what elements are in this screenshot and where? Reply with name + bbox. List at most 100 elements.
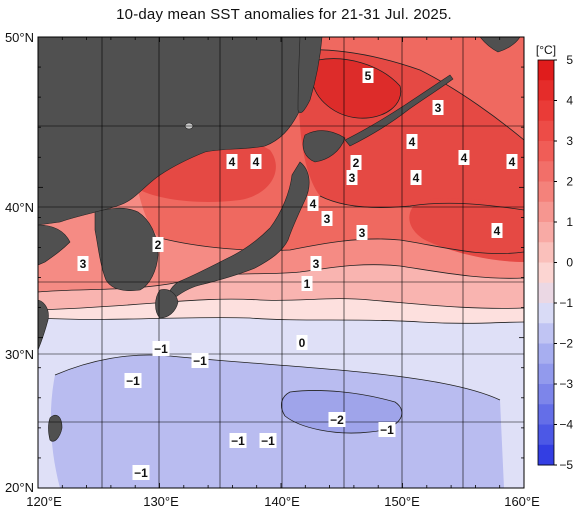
contour-value-label: 0 xyxy=(296,335,308,350)
svg-text:3: 3 xyxy=(349,171,356,185)
svg-text:4: 4 xyxy=(461,151,468,165)
contour-value-label: 4 xyxy=(307,196,319,211)
svg-text:4: 4 xyxy=(509,155,516,169)
contour-value-label: 3 xyxy=(432,100,444,115)
colorbar-segment-blend xyxy=(538,323,554,344)
contour-value-label: 5 xyxy=(362,68,374,83)
contour-value-label: −1 xyxy=(229,433,247,448)
colorbar-segment-blend xyxy=(538,201,554,223)
contour-value-label: −1 xyxy=(259,433,277,448)
contour-value-label: −2 xyxy=(328,412,346,427)
land-sakhalin xyxy=(297,37,323,113)
colorbar-tick-labels: 5 4 3 2 1 0 −1 −2 −3 −4 −5 xyxy=(554,53,573,472)
contour-value-label: 1 xyxy=(301,276,313,291)
colorbar-bar xyxy=(538,60,554,466)
svg-text:3: 3 xyxy=(313,257,320,271)
lat-label-40: 40°N xyxy=(5,200,34,215)
contour-value-label: 4 xyxy=(410,170,422,185)
graticule xyxy=(38,37,524,488)
svg-text:−2: −2 xyxy=(330,413,344,427)
land-masses xyxy=(38,37,521,442)
map-title: 10-day mean SST anomalies for 21-31 Jul.… xyxy=(116,6,452,23)
contour-value-label: 3 xyxy=(321,211,333,226)
colorbar-segment-blend xyxy=(538,444,554,466)
lat-label-50: 50°N xyxy=(5,30,34,45)
colorbar-segment-blend xyxy=(538,363,554,385)
colorbar-segment-blend xyxy=(538,80,554,101)
svg-text:4: 4 xyxy=(310,197,317,211)
contour-value-label: 3 xyxy=(346,170,358,185)
colorbar-tick-label: −3 xyxy=(559,377,573,391)
svg-text:4: 4 xyxy=(409,135,416,149)
colorbar-segment-blend xyxy=(538,120,554,142)
colorbar-tick-label: 3 xyxy=(566,134,573,148)
colorbar-tick-label: 0 xyxy=(566,256,573,270)
latitude-labels: 50°N 40°N 30°N 20°N xyxy=(5,30,34,495)
frame-ticks xyxy=(37,36,525,489)
colorbar-segment-blend xyxy=(538,161,554,182)
lon-label-120: 120°E xyxy=(26,494,62,509)
svg-text:4: 4 xyxy=(253,155,260,169)
colorbar-tick-label: 4 xyxy=(566,94,573,108)
svg-text:1: 1 xyxy=(304,277,311,291)
contour-value-label: 4 xyxy=(226,154,238,169)
lat-label-20: 20°N xyxy=(5,480,34,495)
svg-text:−1: −1 xyxy=(231,434,245,448)
land-honshu xyxy=(168,161,310,301)
contour-value-label: 3 xyxy=(310,256,322,271)
contour-value-label: −1 xyxy=(152,341,170,356)
svg-text:0: 0 xyxy=(299,336,306,350)
contour-value-label: −1 xyxy=(124,373,142,388)
contour-value-label: 4 xyxy=(406,134,418,149)
land-kyushu xyxy=(155,289,179,319)
contour-value-label: −1 xyxy=(132,465,150,480)
svg-text:3: 3 xyxy=(324,212,331,226)
anomaly-band-neg2 xyxy=(50,354,504,488)
colorbar-tick-label: 1 xyxy=(566,215,573,229)
svg-text:−1: −1 xyxy=(126,374,140,388)
colorbar-tick-label: −1 xyxy=(559,296,573,310)
contour-value-label: 3 xyxy=(77,256,89,271)
contour-value-label: 4 xyxy=(506,154,518,169)
contour-value-label: 2 xyxy=(152,237,164,252)
svg-text:4: 4 xyxy=(413,171,420,185)
svg-text:4: 4 xyxy=(229,155,236,169)
longitude-labels: 120°E 130°E 140°E 150°E 160°E xyxy=(26,494,540,509)
svg-text:2: 2 xyxy=(155,238,162,252)
colorbar-tick-label: 2 xyxy=(566,175,573,189)
colorbar: [°C] 5 4 3 2 1 0 −1 −2 −3 −4 −5 xyxy=(536,43,573,472)
land-china-coast xyxy=(38,224,71,351)
colorbar-tick-label: −5 xyxy=(559,458,573,472)
svg-text:−1: −1 xyxy=(261,434,275,448)
svg-text:−1: −1 xyxy=(380,423,394,437)
contour-value-label: −1 xyxy=(378,422,396,437)
svg-text:3: 3 xyxy=(80,257,87,271)
lon-label-140: 140°E xyxy=(264,494,300,509)
svg-text:3: 3 xyxy=(359,226,366,240)
colorbar-segment-blend xyxy=(538,404,554,425)
svg-text:3: 3 xyxy=(435,101,442,115)
svg-text:2: 2 xyxy=(353,156,360,170)
svg-text:5: 5 xyxy=(365,69,372,83)
svg-text:−1: −1 xyxy=(154,342,168,356)
contour-value-label: 3 xyxy=(356,225,368,240)
svg-text:4: 4 xyxy=(494,224,501,238)
colorbar-segment-blend xyxy=(538,282,554,304)
lat-label-30: 30°N xyxy=(5,347,34,362)
anomaly-band-neg2b xyxy=(281,390,402,434)
lon-label-150: 150°E xyxy=(384,494,420,509)
svg-text:−1: −1 xyxy=(134,466,148,480)
land-kamchatka xyxy=(479,37,521,53)
land-hokkaido xyxy=(302,130,346,163)
lon-label-160: 160°E xyxy=(504,494,540,509)
anomaly-band-5 xyxy=(311,58,401,119)
colorbar-tick-label: 5 xyxy=(566,53,573,67)
colorbar-unit: [°C] xyxy=(536,43,556,57)
svg-text:−1: −1 xyxy=(193,354,207,368)
colorbar-segment-blend xyxy=(538,242,554,263)
contour-value-label: 4 xyxy=(491,223,503,238)
colorbar-tick-label: −2 xyxy=(559,337,573,351)
anomaly-band-4c xyxy=(409,198,524,262)
